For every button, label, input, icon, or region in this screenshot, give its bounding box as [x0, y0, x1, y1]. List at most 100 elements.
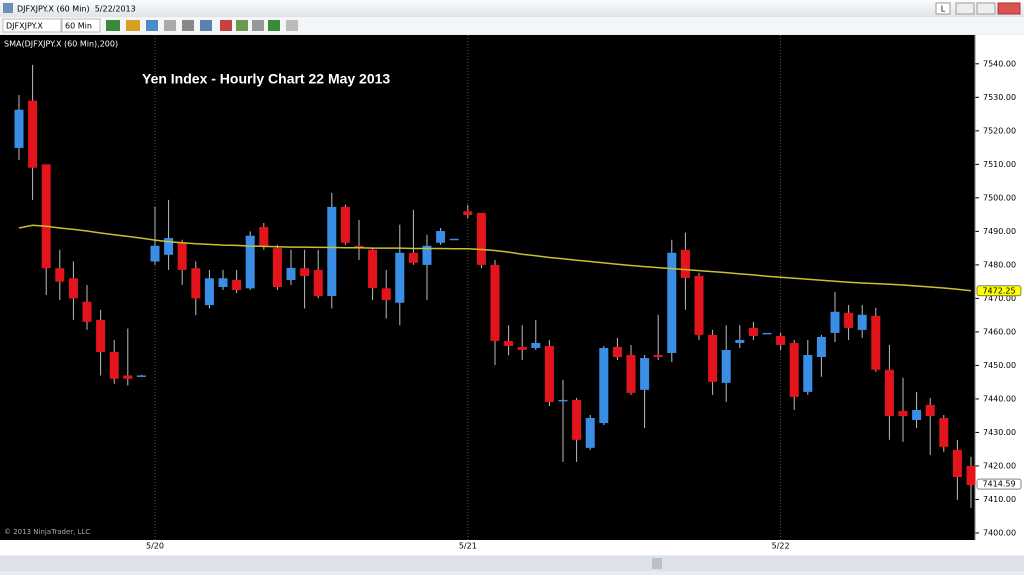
- candle-body: [476, 212, 486, 265]
- sma-line: [18, 224, 972, 292]
- candle-body: [531, 342, 541, 348]
- candle-body: [708, 334, 718, 382]
- maximize-button[interactable]: [976, 2, 996, 15]
- chart-title: Yen Index - Hourly Chart 22 May 2013: [142, 71, 390, 87]
- tool-icon[interactable]: [286, 20, 298, 31]
- tool-icon[interactable]: [164, 20, 176, 31]
- candle-body: [123, 375, 133, 379]
- candle-body: [816, 336, 826, 358]
- scroll-thumb[interactable]: [652, 558, 662, 569]
- instrument[interactable]: DJFXJPY.X: [6, 22, 43, 31]
- x-tick-label: 5/21: [459, 542, 477, 551]
- tool-icon[interactable]: [106, 20, 120, 31]
- candle-body: [96, 319, 106, 353]
- tool-icon[interactable]: [236, 20, 248, 31]
- interval-selector[interactable]: [61, 18, 101, 33]
- candle-body: [463, 211, 473, 215]
- candle-body: [28, 100, 38, 168]
- candle-body: [272, 248, 282, 287]
- candle-body: [898, 410, 908, 417]
- tool-icon[interactable]: [220, 20, 232, 31]
- tool-icon[interactable]: [200, 20, 212, 31]
- y-tick-label: 7470.00: [983, 294, 1016, 303]
- candle-body: [381, 288, 391, 301]
- candle-body: [68, 278, 78, 299]
- y-tick-label: 7460.00: [983, 327, 1016, 336]
- candle-body: [368, 249, 378, 288]
- candle-body: [830, 311, 840, 333]
- candle-body: [395, 252, 405, 303]
- candle-body: [490, 264, 500, 341]
- lock-button[interactable]: [935, 2, 951, 15]
- candle-body: [14, 109, 24, 148]
- candle-body: [939, 418, 949, 447]
- price-marker-label: 7414.59: [982, 480, 1015, 489]
- candle-body: [177, 242, 187, 270]
- x-tick-label: 5/22: [772, 542, 790, 551]
- y-tick-label: 7440.00: [983, 394, 1016, 403]
- x-tick-label: 5/20: [146, 542, 164, 551]
- price-marker: [976, 478, 1022, 490]
- candle-body: [245, 235, 255, 289]
- y-tick-label: 7480.00: [983, 260, 1016, 269]
- candle-body: [680, 249, 690, 278]
- tool-icon[interactable]: [252, 20, 264, 31]
- title-bar: [0, 0, 1024, 17]
- candle-body: [327, 206, 337, 297]
- y-tick-label: 7410.00: [983, 495, 1016, 504]
- y-tick-label: 7530.00: [983, 93, 1016, 102]
- candle-body: [721, 349, 731, 383]
- y-tick-label: 7540.00: [983, 59, 1016, 68]
- candle-body: [966, 465, 976, 486]
- candle-body: [667, 252, 677, 354]
- scrollbar[interactable]: [0, 556, 1024, 571]
- candle-body: [857, 314, 867, 330]
- close-button[interactable]: [997, 2, 1021, 15]
- candle-body: [612, 346, 622, 358]
- candle-body: [776, 335, 786, 345]
- lock-button-label[interactable]: L: [941, 5, 946, 14]
- candle-body: [884, 369, 894, 417]
- candle-body: [912, 409, 922, 421]
- interval[interactable]: 60 Min: [65, 22, 92, 31]
- tool-icon[interactable]: [182, 20, 194, 31]
- plot-area: [0, 35, 975, 540]
- y-tick-label: 7400.00: [983, 528, 1016, 537]
- y-tick-label: 7490.00: [983, 227, 1016, 236]
- candle-body: [286, 267, 296, 280]
- candle-body: [544, 345, 554, 402]
- indicator-label: SMA(DJFXJPY.X (60 Min),200): [4, 40, 118, 49]
- candle-body: [789, 342, 799, 397]
- price-marker-label: 7472.25: [982, 286, 1015, 295]
- tool-icon[interactable]: [268, 20, 280, 31]
- candle-body: [844, 312, 854, 328]
- candle-body: [191, 268, 201, 299]
- app-icon: [3, 3, 13, 13]
- candle-body: [150, 245, 160, 262]
- candle-body: [300, 268, 310, 276]
- y-tick-label: 7450.00: [983, 361, 1016, 370]
- price-marker: [976, 285, 1022, 297]
- candle-body: [164, 238, 174, 255]
- candle-body: [640, 358, 650, 390]
- candle-body: [136, 375, 146, 377]
- candle-body: [354, 245, 364, 249]
- instrument-selector[interactable]: [2, 18, 62, 33]
- tool-icon[interactable]: [126, 20, 140, 31]
- toolbar-icons: [106, 20, 298, 31]
- minimize-button[interactable]: [955, 2, 975, 15]
- candle-body: [735, 339, 745, 343]
- y-tick-label: 7510.00: [983, 160, 1016, 169]
- candle-body: [422, 245, 432, 265]
- candle-body: [585, 418, 595, 448]
- candle-body: [762, 332, 772, 335]
- tool-icon[interactable]: [146, 20, 158, 31]
- candle-body: [340, 206, 350, 243]
- candle-body: [803, 355, 813, 392]
- candle-body: [558, 399, 568, 402]
- y-tick-label: 7420.00: [983, 461, 1016, 470]
- candle-body: [259, 227, 269, 247]
- y-tick-label: 7500.00: [983, 193, 1016, 202]
- y-tick-label: 7430.00: [983, 428, 1016, 437]
